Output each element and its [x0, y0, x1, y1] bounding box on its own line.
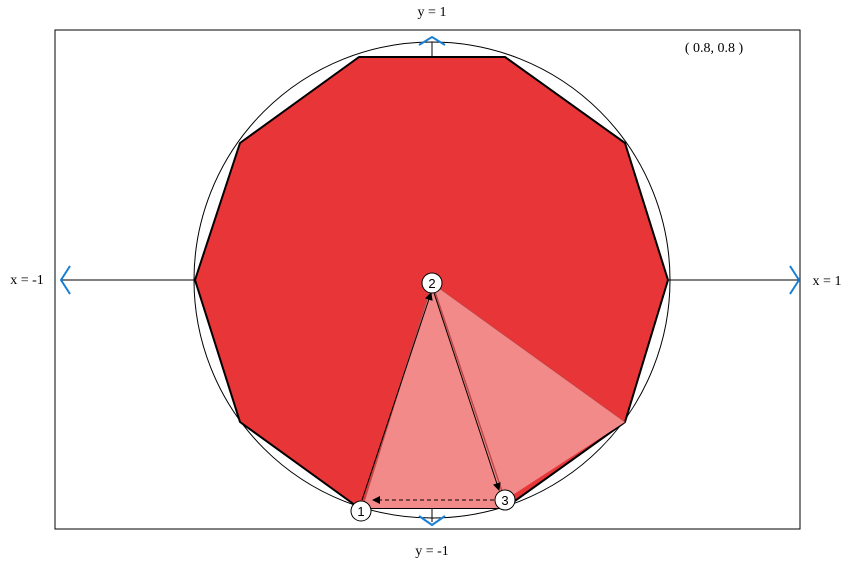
marker-1-label: 1	[357, 504, 364, 519]
coordinate-readout: ( 0.8, 0.8 )	[685, 41, 744, 56]
chevron-right-icon[interactable]	[789, 265, 801, 295]
marker-3-label: 3	[501, 493, 508, 508]
wedge-edge-mid	[431, 282, 506, 501]
label-left: x = -1	[10, 273, 44, 288]
label-right: x = 1	[813, 274, 842, 289]
marker-2-label: 2	[428, 276, 435, 291]
arrow-2-to-3	[433, 292, 501, 491]
chevron-up-icon[interactable]	[418, 35, 446, 46]
chevron-down-icon[interactable]	[418, 515, 446, 527]
marker-2[interactable]: 2	[421, 272, 443, 294]
wedge-edge	[431, 282, 626, 423]
arrow-1-to-2	[361, 292, 433, 501]
label-bottom: y = -1	[415, 544, 449, 559]
chevron-left-icon[interactable]	[59, 265, 71, 295]
label-top: y = 1	[418, 5, 447, 20]
marker-3[interactable]: 3	[494, 489, 516, 511]
canvas-frame	[54, 29, 801, 530]
light-wedge-center	[359, 283, 505, 511]
marker-1[interactable]: 1	[350, 500, 372, 522]
light-wedge-right	[432, 283, 625, 500]
